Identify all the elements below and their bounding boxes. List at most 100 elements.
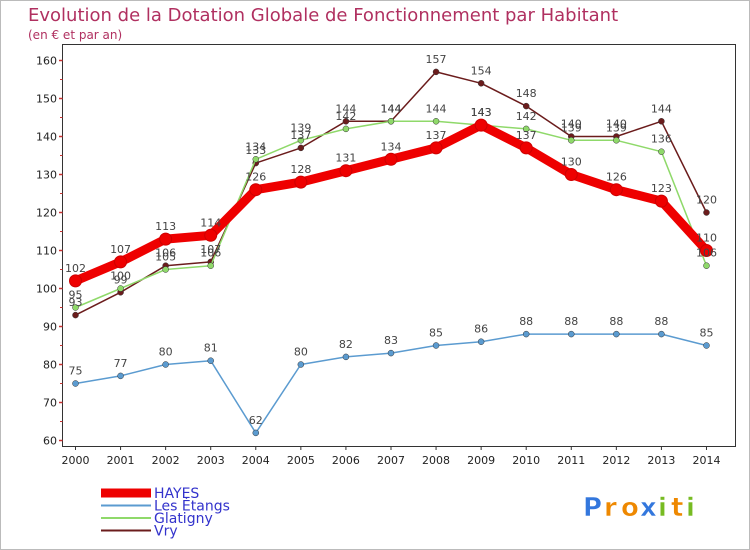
y-tick-label: 90 — [43, 321, 57, 334]
data-label-glatigny: 139 — [606, 121, 627, 134]
data-point-les-tangs — [72, 380, 79, 387]
y-tick-label: 160 — [36, 55, 57, 68]
data-point-les-tangs — [297, 361, 305, 368]
legend-label-vry: Vry — [154, 524, 178, 540]
data-label-glatigny: 95 — [69, 289, 83, 302]
x-tick-label: 2011 — [557, 454, 585, 467]
data-label-vry: 137 — [290, 129, 311, 142]
data-label-vry: 107 — [200, 243, 221, 256]
x-tick-label: 2002 — [152, 454, 180, 467]
data-label-les-tangs: 88 — [609, 315, 623, 328]
data-label-hayes: 130 — [561, 156, 582, 169]
data-point-les-tangs — [207, 357, 214, 364]
data-label-les-tangs: 85 — [429, 327, 443, 340]
data-label-les-tangs: 82 — [339, 338, 353, 351]
data-point-les-tangs — [117, 372, 124, 380]
chart-title: Evolution de la Dotation Globale de Fonc… — [28, 5, 618, 26]
legend-label-hayes: HAYES — [154, 486, 199, 502]
data-point-hayes — [204, 228, 218, 242]
y-tick-label: 150 — [36, 93, 57, 106]
x-tick-label: 2014 — [692, 454, 720, 467]
x-tick-label: 2004 — [242, 454, 270, 467]
data-point-les-tangs — [703, 342, 710, 349]
y-tick-label: 60 — [43, 435, 57, 448]
data-point-glatigny — [117, 285, 124, 292]
data-label-hayes: 131 — [335, 152, 356, 165]
x-tick-label: 2008 — [422, 454, 450, 467]
data-point-glatigny — [342, 125, 350, 133]
data-point-les-tangs — [162, 361, 169, 368]
data-point-les-tangs — [342, 353, 350, 361]
series-layer — [69, 68, 713, 437]
x-tick-label: 2012 — [602, 454, 630, 467]
data-point-hayes — [654, 194, 668, 208]
legend-label-les-tangs: Les Étangs — [154, 498, 230, 515]
x-tick-label: 2000 — [62, 454, 90, 467]
data-point-les-tangs — [522, 330, 530, 338]
data-point-vry — [432, 68, 440, 76]
data-label-les-tangs: 83 — [384, 334, 398, 347]
data-label-vry: 133 — [245, 144, 266, 157]
data-label-les-tangs: 80 — [294, 346, 308, 359]
data-label-glatigny: 142 — [335, 110, 356, 123]
data-label-glatigny: 100 — [110, 270, 131, 283]
data-label-glatigny: 139 — [561, 121, 582, 134]
data-label-les-tangs: 62 — [249, 414, 263, 427]
data-label-vry: 140 — [561, 118, 582, 131]
data-label-hayes: 113 — [155, 220, 176, 233]
data-label-vry: 99 — [114, 273, 128, 286]
data-label-vry: 120 — [696, 194, 717, 207]
data-point-glatigny — [568, 137, 575, 144]
data-point-hayes — [474, 118, 488, 132]
data-label-les-tangs: 85 — [699, 327, 713, 340]
data-point-les-tangs — [477, 338, 485, 345]
logo-letter: o — [621, 493, 639, 523]
data-label-vry: 93 — [69, 296, 83, 309]
data-point-vry — [72, 311, 79, 319]
data-label-les-tangs: 75 — [69, 365, 83, 378]
data-point-les-tangs — [252, 429, 260, 437]
y-tick-label: 80 — [43, 359, 57, 372]
logo-letter: r — [604, 493, 617, 523]
data-label-glatigny: 105 — [155, 251, 176, 264]
data-label-hayes: 107 — [110, 243, 131, 256]
chart-subtitle: (en € et par an) — [28, 28, 122, 42]
data-label-hayes: 137 — [516, 129, 537, 142]
data-point-glatigny — [252, 156, 260, 163]
data-label-vry: 106 — [155, 247, 176, 260]
data-point-hayes — [609, 183, 623, 197]
x-tick-label: 2009 — [467, 454, 495, 467]
data-label-hayes: 134 — [380, 140, 401, 153]
data-label-glatigny: 142 — [516, 110, 537, 123]
data-label-les-tangs: 80 — [159, 346, 173, 359]
data-point-vry — [477, 80, 485, 87]
data-label-vry: 144 — [651, 102, 672, 115]
data-label-les-tangs: 88 — [654, 315, 668, 328]
data-point-les-tangs — [568, 330, 575, 338]
logo-letter: i — [658, 493, 667, 523]
x-tick-label: 2007 — [377, 454, 405, 467]
data-point-hayes — [429, 141, 443, 155]
data-label-hayes: 128 — [290, 163, 311, 176]
data-label-glatigny: 134 — [245, 140, 266, 153]
data-label-vry: 157 — [426, 53, 447, 66]
data-point-hayes — [69, 274, 82, 288]
plot-frame — [62, 44, 736, 447]
data-label-glatigny: 106 — [200, 247, 221, 260]
data-point-glatigny — [297, 137, 305, 144]
data-point-vry — [297, 144, 305, 152]
data-point-hayes — [339, 164, 353, 178]
data-label-hayes: 114 — [200, 216, 221, 229]
data-point-vry — [703, 209, 710, 216]
y-tick-label: 130 — [36, 169, 57, 182]
data-label-glatigny: 139 — [290, 121, 311, 134]
data-point-hayes — [294, 175, 308, 189]
logo-letter: x — [640, 493, 657, 523]
data-label-les-tangs: 81 — [204, 342, 218, 355]
legend-label-glatigny: Glatigny — [154, 511, 213, 527]
data-point-glatigny — [522, 125, 530, 133]
